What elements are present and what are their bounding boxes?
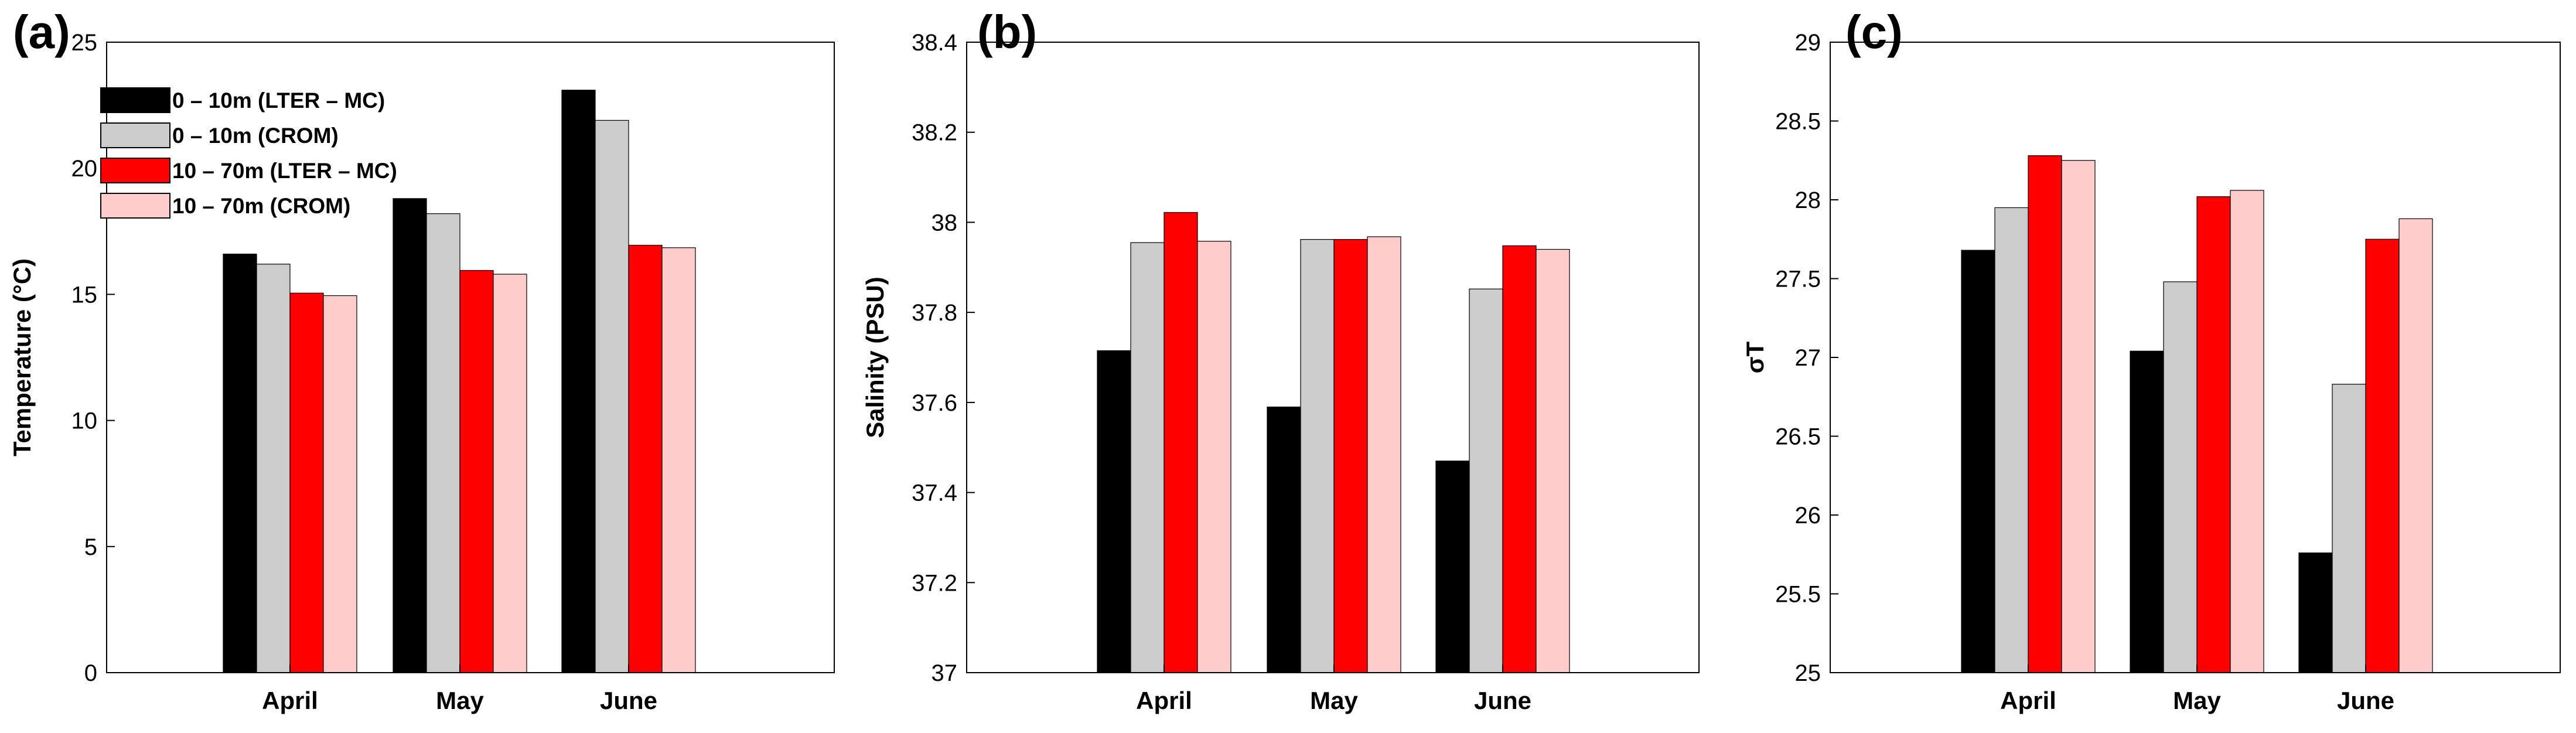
bar-april-series-2: [2028, 155, 2062, 673]
y-tick-label: 28.5: [1775, 109, 1821, 135]
bar-april-series-2: [289, 292, 324, 673]
y-tick-label: 37.8: [912, 300, 957, 326]
x-category-label-may: May: [2173, 687, 2221, 714]
bar-may-series-1: [426, 213, 460, 673]
axes-box: [966, 42, 1700, 673]
y-axis-label: σT: [1741, 341, 1769, 373]
bar-april-series-3: [1197, 241, 1231, 673]
panel-label: (a): [13, 6, 70, 58]
y-tick-label: 29: [1795, 30, 1821, 56]
chart-panel-2: (c) 25 25.5 26 26.5 27 27.5 28 28.5 29 April May Jun…: [1741, 6, 2561, 714]
bar-april-series-0: [1097, 350, 1131, 673]
bar-april-series-2: [1164, 212, 1198, 673]
legend-entry-1: 0 – 10m (CROM): [172, 124, 339, 148]
bar-may-series-0: [2130, 350, 2164, 673]
bar-may-series-2: [459, 270, 494, 673]
bar-april-series-1: [1130, 242, 1165, 673]
y-tick-label: 26.5: [1775, 424, 1821, 450]
y-tick-label: 25.5: [1775, 582, 1821, 608]
legend-swatch-2: [100, 158, 170, 183]
x-category-label-april: April: [262, 687, 318, 714]
bar-june-series-0: [561, 90, 596, 673]
legend: 0 – 10m (LTER – MC) 0 – 10m (CROM) 10 – 70…: [100, 87, 397, 219]
x-category-label-april: April: [1136, 687, 1192, 714]
y-tick-label: 38: [932, 210, 958, 236]
y-tick-label: 28: [1795, 187, 1821, 213]
bar-june-series-2: [1502, 245, 1537, 673]
bar-may-series-3: [493, 274, 527, 673]
bar-april-series-0: [1961, 250, 1995, 673]
panel-label: (b): [977, 6, 1037, 58]
y-tick-label: 37: [932, 660, 958, 686]
bar-june-series-1: [1469, 288, 1503, 673]
bar-may-series-2: [1333, 239, 1368, 673]
legend-entry-2: 10 – 70m (LTER – MC): [172, 159, 397, 183]
bar-june-series-0: [2298, 552, 2333, 673]
bar-may-series-0: [393, 198, 427, 673]
x-category-label-may: May: [436, 687, 484, 714]
y-tick-label: 27.5: [1775, 267, 1821, 292]
bar-may-series-1: [1300, 239, 1335, 673]
y-tick-label: 27: [1795, 345, 1821, 371]
legend-swatch-3: [100, 193, 170, 219]
bar-june-series-2: [628, 244, 663, 673]
bar-april-series-1: [1994, 207, 2029, 673]
y-tick-label: 5: [84, 534, 97, 560]
x-category-label-april: April: [2000, 687, 2056, 714]
y-tick-label: 26: [1795, 503, 1821, 529]
x-category-label-june: June: [600, 687, 657, 714]
bar-may-series-3: [1367, 236, 1401, 673]
bar-april-series-3: [2061, 160, 2096, 673]
y-tick-label: 25: [1795, 660, 1821, 686]
y-tick-label: 37.6: [912, 390, 957, 416]
y-tick-label: 38.4: [912, 30, 957, 56]
chart-panel-1: (b) 37 37.2 37.4 37.6 37.8 38 38.2 38.4 April May J…: [861, 6, 1700, 714]
y-tick-label: 25: [71, 30, 98, 56]
y-axis-label: Temperature (°C): [8, 258, 36, 456]
legend-swatch-1: [100, 122, 170, 148]
bar-june-series-1: [595, 120, 629, 673]
legend-swatch-0: [100, 87, 170, 113]
bar-may-series-2: [2196, 196, 2231, 673]
x-category-label-june: June: [1474, 687, 1531, 714]
axes-box: [106, 42, 835, 673]
bar-may-series-3: [2230, 190, 2264, 673]
x-category-label-june: June: [2337, 687, 2394, 714]
bar-april-series-1: [256, 264, 291, 673]
bar-june-series-3: [1536, 248, 1570, 673]
bar-june-series-3: [2398, 218, 2433, 673]
bar-april-series-0: [223, 253, 257, 673]
y-tick-label: 38.2: [912, 120, 957, 146]
y-tick-label: 10: [71, 408, 98, 434]
y-tick-label: 20: [71, 156, 98, 182]
panel-label: (c): [1845, 6, 1903, 58]
x-category-label-may: May: [1310, 687, 1358, 714]
y-tick-label: 37.2: [912, 570, 957, 596]
bar-april-series-3: [323, 295, 357, 673]
y-tick-label: 37.4: [912, 480, 957, 506]
bar-june-series-2: [2365, 238, 2400, 673]
bar-june-series-3: [661, 247, 696, 673]
chart-panel-0: (a) 0 5 10 15 20 25 April May June Temperature (°C…: [8, 6, 835, 714]
bar-may-series-0: [1267, 406, 1301, 673]
y-axis-label: Salinity (PSU): [861, 277, 889, 438]
y-tick-label: 15: [71, 282, 98, 308]
bar-june-series-0: [1435, 461, 1470, 673]
bar-may-series-1: [2163, 281, 2198, 673]
legend-entry-0: 0 – 10m (LTER – MC): [172, 88, 385, 112]
bar-june-series-1: [2332, 384, 2366, 673]
legend-entry-3: 10 – 70m (CROM): [172, 194, 350, 218]
y-tick-label: 0: [84, 660, 97, 686]
